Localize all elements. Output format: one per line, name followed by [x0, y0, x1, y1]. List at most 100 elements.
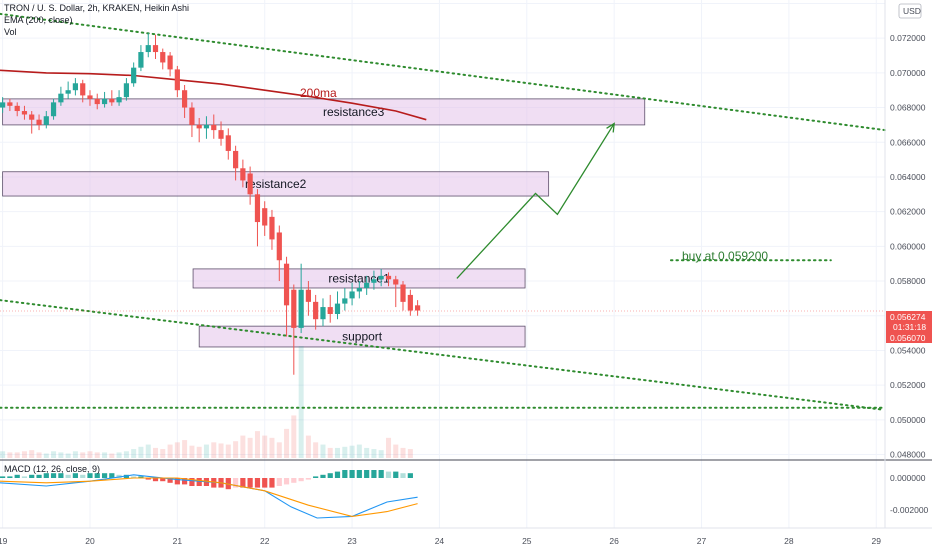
candle-body [269, 216, 275, 240]
candle-body [342, 298, 348, 304]
macd-histogram-bar [189, 478, 195, 486]
volume-bar [51, 451, 57, 458]
volume-bar [305, 435, 311, 458]
ema-legend[interactable]: EMA (200, close) [4, 15, 73, 25]
candle-body [131, 67, 137, 84]
candle-body [203, 124, 210, 129]
volume-bar [153, 447, 159, 458]
time-tick-label: 28 [784, 536, 794, 546]
candle-body [291, 289, 297, 328]
volume-bar [87, 451, 93, 458]
candle-body [36, 119, 42, 125]
candle-body [29, 114, 35, 120]
price-tick-label: 0.048000 [890, 450, 926, 460]
macd-histogram-bar [393, 471, 399, 478]
volume-bar [371, 449, 377, 458]
currency-badge-label: USD [903, 6, 921, 16]
projection-layer [456, 122, 615, 279]
volume-bar [334, 447, 340, 458]
volume-bar [276, 442, 282, 458]
candle-body [182, 90, 188, 108]
trendline [0, 299, 882, 411]
candle-body [116, 97, 122, 103]
candle-body [385, 275, 392, 280]
volume-bar [400, 447, 406, 458]
ema-200-line [0, 69, 427, 121]
candle-body [247, 173, 253, 195]
time-tick-label: 26 [609, 536, 619, 546]
macd-legend[interactable]: MACD (12, 26, close, 9) [4, 464, 100, 474]
volume-bar [174, 442, 180, 458]
volume-bar [356, 444, 362, 458]
macd-histogram-bar [109, 473, 115, 478]
candle-body [160, 52, 166, 63]
macd-histogram-bar [152, 478, 159, 482]
price-tick-label: 0.064000 [890, 172, 926, 182]
ema-annotation: 200ma [300, 86, 337, 100]
price-tick-label: 0.070000 [890, 68, 926, 78]
volume-bar [116, 452, 122, 458]
projection-path [456, 123, 615, 279]
macd-histogram-bar [262, 478, 268, 488]
volume-bar [65, 453, 71, 458]
candle-body [0, 102, 6, 108]
macd-histogram-bar [182, 478, 188, 485]
macd-histogram-bar [334, 471, 341, 478]
trendline [0, 12, 886, 132]
candle-body [167, 55, 173, 70]
macd-histogram-bar [349, 470, 355, 478]
macd-histogram-bar [327, 473, 333, 478]
vol-legend[interactable]: Vol [4, 27, 17, 37]
time-axis[interactable]: 19 20 21 22 23 24 25 26 27 28 29 [0, 536, 881, 546]
volume-bar [80, 452, 86, 458]
currency-badge[interactable]: USD [898, 3, 922, 19]
macd-histogram-bar [0, 476, 6, 478]
time-tick-label: 19 [0, 536, 8, 546]
volume-bar [254, 431, 260, 458]
candle-body [43, 116, 49, 125]
macd-axis[interactable]: 0.000000 -0.002000 [890, 473, 929, 515]
price-tick-label: 0.060000 [890, 241, 926, 251]
volume-bar [386, 437, 392, 458]
volume-bar [327, 447, 333, 458]
volume-bar [269, 437, 275, 458]
candle-body [349, 291, 355, 299]
candle-body [407, 294, 413, 311]
candle-body [320, 307, 326, 320]
time-tick-label: 21 [173, 536, 183, 546]
candle-body [174, 69, 180, 91]
macd-histogram-bar [247, 478, 253, 488]
macd-histogram-bar [378, 470, 384, 478]
volume-bar [218, 443, 224, 458]
last-price-label: 0.056274 [890, 312, 926, 322]
volume-bar [247, 437, 253, 458]
symbol-legend[interactable]: TRON / U. S. Dollar, 2h, KRAKEN, Heikin … [4, 3, 189, 13]
time-tick-label: 29 [872, 536, 882, 546]
volume-bar [94, 452, 100, 458]
countdown-label: 01:31:18 [893, 322, 926, 332]
candle-body [415, 305, 421, 311]
macd-histogram-bar [94, 473, 100, 478]
macd-histogram-bar [283, 478, 290, 485]
price-tick-label: 0.050000 [890, 415, 926, 425]
candle-body [196, 124, 202, 129]
volume-bar [14, 452, 20, 458]
time-tick-label: 20 [85, 536, 95, 546]
price-tick-label: 0.052000 [890, 380, 926, 390]
macd-histogram-bar [276, 478, 282, 486]
macd-histogram-bar [233, 478, 239, 488]
macd-histogram-bar [305, 478, 311, 480]
candle-body [262, 208, 268, 226]
macd-histogram-bar [400, 473, 406, 478]
volume-bar [203, 444, 209, 458]
price-tick-label: 0.058000 [890, 276, 926, 286]
macd-histogram-bar [291, 478, 297, 483]
macd-tick-label: 0.000000 [890, 473, 926, 483]
volume-bar [160, 449, 166, 458]
volume-bar [196, 446, 202, 458]
time-tick-label: 22 [260, 536, 270, 546]
volume-bar [211, 442, 217, 458]
macd-histogram-bar [320, 474, 326, 478]
